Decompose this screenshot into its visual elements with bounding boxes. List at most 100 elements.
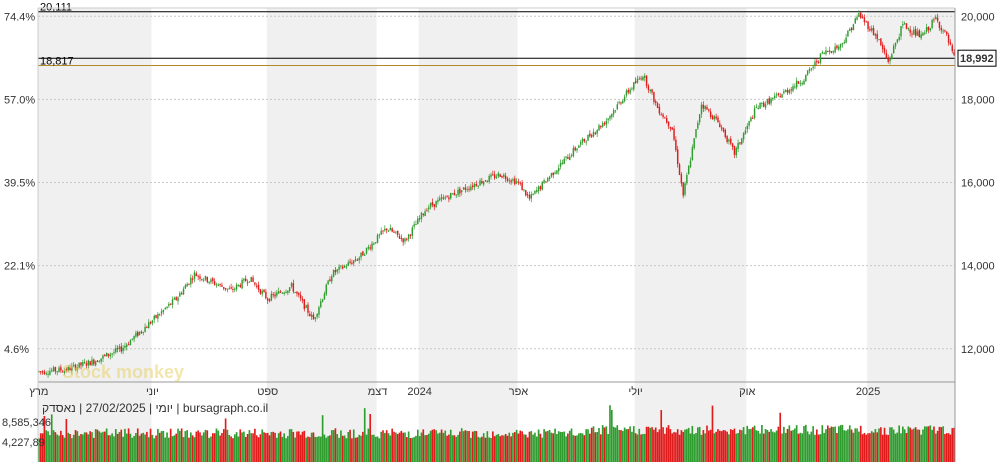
volume-bar: [590, 427, 593, 462]
candle: [704, 105, 706, 110]
volume-bar: [127, 428, 130, 462]
candle: [80, 362, 82, 366]
volume-bar: [803, 426, 805, 462]
candle: [69, 367, 71, 371]
candle: [179, 293, 181, 297]
candle: [931, 19, 933, 28]
candle: [574, 147, 576, 151]
volume-bar: [779, 412, 782, 462]
volume-bar: [841, 424, 844, 462]
volume-bar: [215, 428, 218, 462]
volume-bar: [737, 433, 739, 462]
candle: [279, 291, 282, 293]
candle: [671, 127, 673, 130]
candle: [309, 313, 311, 317]
volume-bar: [481, 436, 483, 462]
candle: [885, 53, 888, 58]
volume-bar: [378, 438, 381, 462]
volume-bar: [358, 434, 361, 462]
volume-bar: [729, 429, 732, 462]
volume-bar: [658, 429, 661, 462]
candle: [499, 174, 501, 177]
candle: [752, 117, 754, 119]
candle: [243, 278, 245, 281]
candle: [845, 37, 847, 43]
candle: [389, 228, 392, 231]
volume-bar: [448, 434, 450, 462]
candle: [554, 172, 556, 174]
volume-bar: [563, 431, 566, 462]
volume-bar: [501, 435, 503, 462]
candle: [644, 75, 646, 78]
candle: [61, 371, 64, 373]
candle: [164, 308, 166, 310]
candle: [762, 102, 765, 107]
candle: [667, 121, 670, 127]
candle: [312, 314, 315, 320]
volume-bar: [881, 434, 884, 462]
volume-bar: [67, 432, 70, 462]
candle: [259, 289, 262, 294]
volume-bar: [400, 430, 403, 462]
volume-bar: [373, 434, 375, 462]
y-tick-right: 18,000: [961, 94, 995, 106]
candle: [896, 39, 899, 43]
volume-bar: [142, 432, 145, 462]
x-tick-label: ספט: [257, 386, 278, 398]
candle: [460, 190, 463, 193]
candle: [49, 371, 51, 375]
candle: [720, 127, 723, 129]
volume-bar: [600, 434, 602, 462]
volume-bar: [279, 431, 282, 462]
volume-bar: [579, 433, 582, 462]
volume-bar: [678, 434, 681, 462]
volume-bar: [232, 438, 234, 462]
candle: [794, 86, 796, 88]
volume-bar: [395, 432, 397, 462]
x-tick-label: אוק: [739, 386, 755, 398]
candle: [254, 282, 256, 285]
candle: [402, 238, 404, 243]
volume-bar: [883, 427, 886, 462]
y-tick-right: 16,000: [961, 178, 995, 190]
volume-bar: [526, 437, 529, 462]
volume-bar: [945, 433, 948, 462]
candle: [221, 285, 223, 287]
x-tick-label: 2024: [407, 386, 431, 398]
candle: [226, 288, 229, 290]
candle: [510, 180, 512, 182]
candle: [105, 352, 108, 357]
candle: [133, 336, 135, 340]
candle: [411, 227, 414, 236]
volume-bar: [233, 434, 236, 462]
volume-bar: [530, 431, 533, 462]
candle: [301, 298, 304, 301]
volume-bar: [98, 431, 101, 462]
x-tick-label: יולי: [628, 385, 642, 398]
volume-bar: [416, 429, 419, 462]
candle: [768, 98, 770, 105]
volume-bar: [438, 432, 441, 462]
candle: [208, 281, 210, 284]
candle: [43, 371, 46, 375]
candle: [655, 101, 657, 103]
volume-bar: [140, 433, 143, 462]
volume-bar: [742, 427, 745, 462]
candle: [331, 276, 333, 282]
volume-bar: [675, 432, 677, 462]
volume-bar: [246, 433, 249, 462]
shade-band: [418, 8, 518, 462]
candle: [153, 315, 155, 320]
volume-bar: [539, 433, 542, 462]
candle: [63, 370, 66, 373]
volume-bar: [103, 431, 106, 462]
candle: [288, 287, 291, 292]
candle: [332, 270, 335, 277]
volume-bar: [268, 435, 271, 462]
volume-bar: [610, 409, 613, 462]
candle: [175, 297, 177, 300]
volume-bar: [545, 431, 547, 462]
candle: [433, 204, 436, 207]
volume-bar: [424, 435, 426, 462]
volume-bar: [931, 429, 933, 462]
